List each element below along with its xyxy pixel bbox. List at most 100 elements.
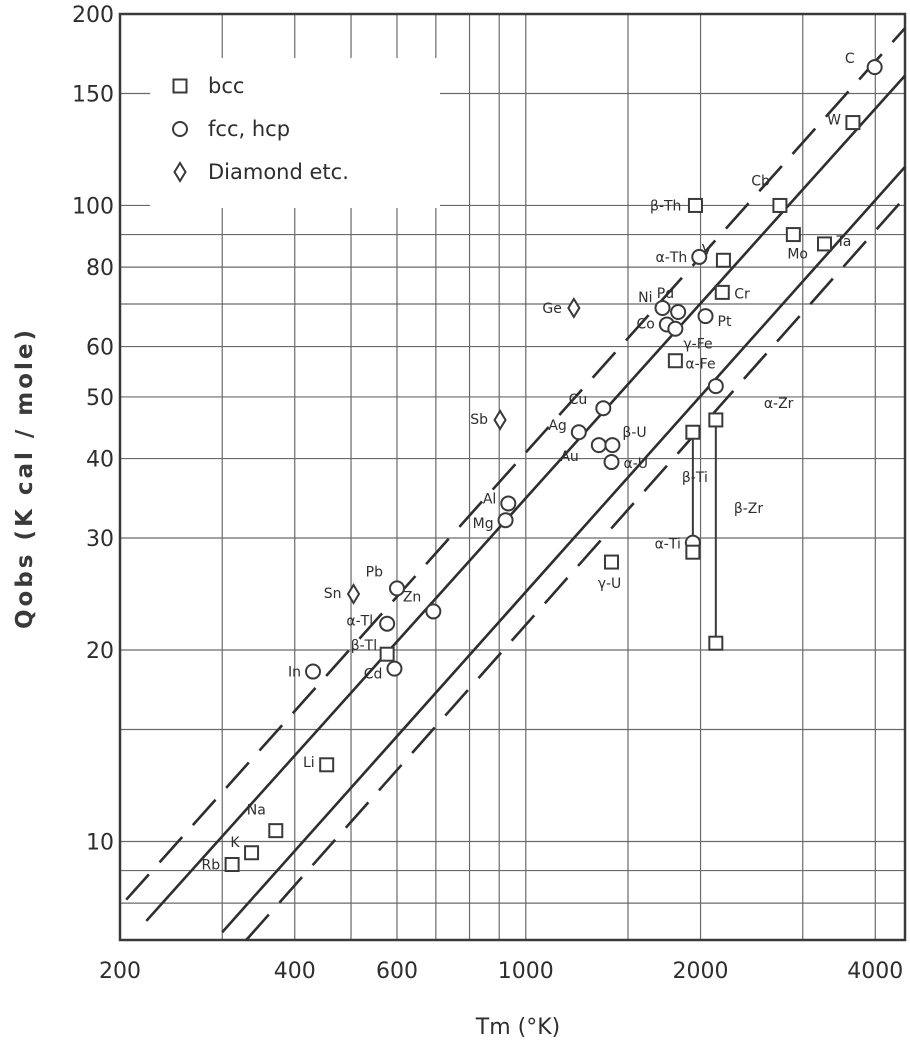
point-label: Cr [734, 286, 750, 302]
point-label: Ge [542, 301, 561, 317]
data-point-circle [387, 662, 401, 676]
data-point-circle [306, 665, 320, 679]
x-tick-label: 400 [274, 959, 316, 984]
connectors [693, 420, 716, 643]
point-label: Mo [787, 247, 808, 263]
data-point-circle [709, 379, 723, 393]
point-label: Sb [470, 412, 488, 428]
point-label: β-U [622, 425, 646, 441]
point-label: Co [637, 316, 655, 332]
x-axis-title: Tm (°K) [475, 1015, 560, 1040]
data-point-square [269, 824, 282, 837]
legend-box [150, 58, 440, 208]
data-point-circle [572, 425, 586, 439]
x-tick-label: 1000 [498, 959, 554, 984]
point-label: α-Th [656, 250, 688, 266]
point-label: Pt [718, 314, 732, 330]
y-tick-label: 50 [86, 386, 114, 411]
point-label: In [288, 665, 301, 681]
point-label: Na [247, 803, 266, 819]
data-point-circle [692, 250, 706, 264]
point-label: α-U [624, 456, 649, 472]
point-label: Sn [324, 586, 342, 602]
point-label: β-Tl [351, 638, 377, 654]
point-label: α-Tl [346, 614, 373, 630]
legend-label: fcc, hcp [208, 117, 290, 141]
point-label: C [845, 51, 855, 67]
point-label: β-Zr [734, 501, 764, 517]
point-label: β-Th [650, 198, 681, 214]
point-label: Cu [569, 392, 588, 408]
data-point-diamond [348, 585, 359, 603]
data-point-circle [605, 455, 619, 469]
legend-marker-circle [173, 122, 187, 136]
point-label: Cb [751, 173, 770, 189]
legend-label: Diamond etc. [208, 160, 349, 184]
point-label: Au [560, 449, 578, 465]
point-label: γ-U [598, 576, 622, 592]
point-label: Li [303, 755, 315, 771]
y-axis-title: Qobs (K cal / mole) [12, 327, 38, 629]
y-tick-label: 150 [72, 82, 114, 107]
point-label: Pd [657, 286, 674, 302]
data-point-square [669, 354, 682, 367]
y-tick-label: 200 [72, 3, 114, 28]
data-point-circle [380, 617, 394, 631]
point-label: Mg [473, 516, 494, 532]
data-point-circle [501, 496, 515, 510]
data-point-circle [656, 301, 670, 315]
y-tick-label: 40 [86, 448, 114, 473]
point-label: Zn [403, 589, 421, 605]
data-point-square [686, 546, 699, 559]
data-point-circle [671, 305, 685, 319]
point-label: Ag [548, 418, 566, 434]
point-label: Ta [835, 234, 851, 250]
data-point-square [689, 199, 702, 212]
y-tick-label: 60 [86, 336, 114, 361]
y-tick-label: 10 [86, 830, 114, 855]
point-label: Ni [638, 290, 652, 306]
point-label: β-Ti [682, 470, 708, 486]
point-label: α-Ti [655, 537, 681, 553]
data-point-square [686, 426, 699, 439]
data-point-diamond [568, 299, 579, 317]
point-label: α-Fe [685, 357, 715, 373]
point-label: Rb [201, 858, 220, 874]
y-tick-label: 80 [86, 256, 114, 281]
data-point-circle [868, 60, 882, 74]
y-tick-label: 20 [86, 639, 114, 664]
point-label: W [827, 113, 841, 129]
point-label: γ-Fe [683, 337, 712, 353]
data-point-circle [668, 322, 682, 336]
data-point-square [773, 199, 786, 212]
data-point-square [846, 116, 859, 129]
point-label: K [230, 835, 240, 851]
data-point-square [605, 556, 618, 569]
point-label: Al [483, 491, 496, 507]
legend-marker-square [174, 80, 187, 93]
data-point-circle [592, 438, 606, 452]
legend: bcc fcc, hcp Diamond etc. [150, 58, 440, 208]
x-tick-label: 600 [376, 959, 418, 984]
data-point-circle [499, 513, 513, 527]
data-point-square [709, 413, 722, 426]
data-point-circle [596, 401, 610, 415]
point-label: α-Zr [764, 396, 794, 412]
data-point-square [245, 846, 258, 859]
y-tick-label: 100 [72, 194, 114, 219]
point-label: Pb [366, 564, 383, 580]
data-point-square [381, 648, 394, 661]
x-tick-label: 200 [99, 959, 141, 984]
data-point-square [716, 286, 729, 299]
x-tick-label: 2000 [673, 959, 729, 984]
y-tick-label: 30 [86, 527, 114, 552]
data-point-circle [605, 438, 619, 452]
data-point-square [787, 228, 800, 241]
data-point-circle [426, 604, 440, 618]
legend-label: bcc [208, 74, 244, 98]
data-point-square [320, 758, 333, 771]
data-point-square [717, 254, 730, 267]
data-point-square [818, 237, 831, 250]
data-point-diamond [495, 411, 506, 429]
